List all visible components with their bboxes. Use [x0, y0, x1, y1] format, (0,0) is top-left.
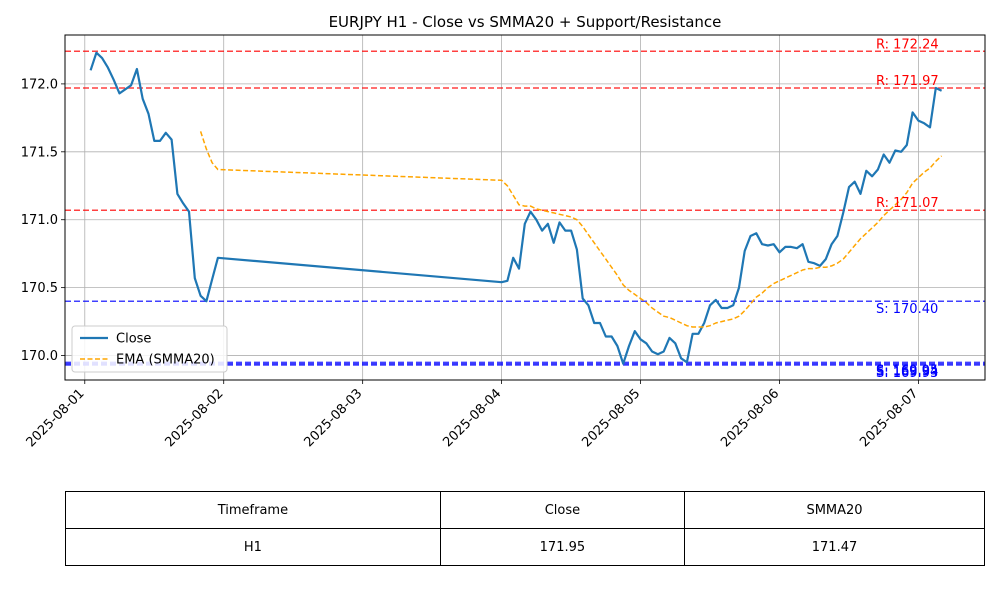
- table-header-smma20: SMMA20: [684, 491, 985, 529]
- legend-box: [71, 325, 228, 373]
- y-tick-label: 170.5: [21, 281, 58, 296]
- plot-frame: [64, 34, 986, 381]
- series-layer: [89, 51, 943, 365]
- table-header-row: Timeframe Close SMMA20: [65, 491, 985, 529]
- axes: 2025-08-01 2025-08-02 2025-08-03 2025-08-04…: [21, 77, 921, 450]
- x-tick-label: 2025-08-01: [24, 386, 88, 450]
- x-tick-label: 2025-08-03: [301, 386, 365, 450]
- table-cell-timeframe: H1: [65, 528, 441, 566]
- table-cell-close: 171.95: [439, 528, 686, 566]
- chart-title: EURJPY H1 - Close vs SMMA20 + Support/Re…: [329, 13, 722, 31]
- level-labels: R: 172.24 R: 171.97 R: 171.07 S: 170.40 S: 1…: [876, 37, 939, 381]
- support-label: S: 169.95: [876, 363, 938, 378]
- legend-entry: EMA (SMMA20): [116, 353, 215, 368]
- table-row: H1 171.95 171.47: [65, 528, 985, 566]
- smma20-series-line: [199, 131, 943, 328]
- resistance-label: R: 171.97: [876, 74, 939, 89]
- table-header-timeframe: Timeframe: [65, 491, 441, 529]
- y-tick-label: 171.5: [21, 145, 58, 160]
- summary-table: Timeframe Close SMMA20 H1 171.95 171.47: [65, 491, 985, 566]
- support-label: S: 170.40: [876, 302, 938, 317]
- y-tick-label: 171.0: [21, 213, 58, 228]
- x-tick-label: 2025-08-02: [163, 386, 227, 450]
- x-tick-label: 2025-08-07: [857, 386, 921, 450]
- support-label: S: 169.94: [876, 365, 938, 380]
- legend-entry: Close: [116, 332, 151, 347]
- support-resistance-levels: [65, 50, 985, 366]
- support-label: S: 169.93: [876, 366, 938, 381]
- close-series-line: [89, 51, 943, 365]
- x-tick-label: 2025-08-05: [579, 386, 643, 450]
- legend: Close EMA (SMMA20): [71, 325, 228, 373]
- x-tick-label: 2025-08-06: [718, 386, 782, 450]
- x-tick-label: 2025-08-04: [440, 386, 504, 450]
- table-header-close: Close: [439, 491, 686, 529]
- resistance-label: R: 172.24: [876, 37, 939, 52]
- resistance-label: R: 171.07: [876, 196, 939, 211]
- y-tick-label: 172.0: [21, 77, 58, 92]
- table-cell-smma20: 171.47: [684, 528, 985, 566]
- grid: [65, 35, 985, 380]
- y-tick-label: 170.0: [21, 349, 58, 364]
